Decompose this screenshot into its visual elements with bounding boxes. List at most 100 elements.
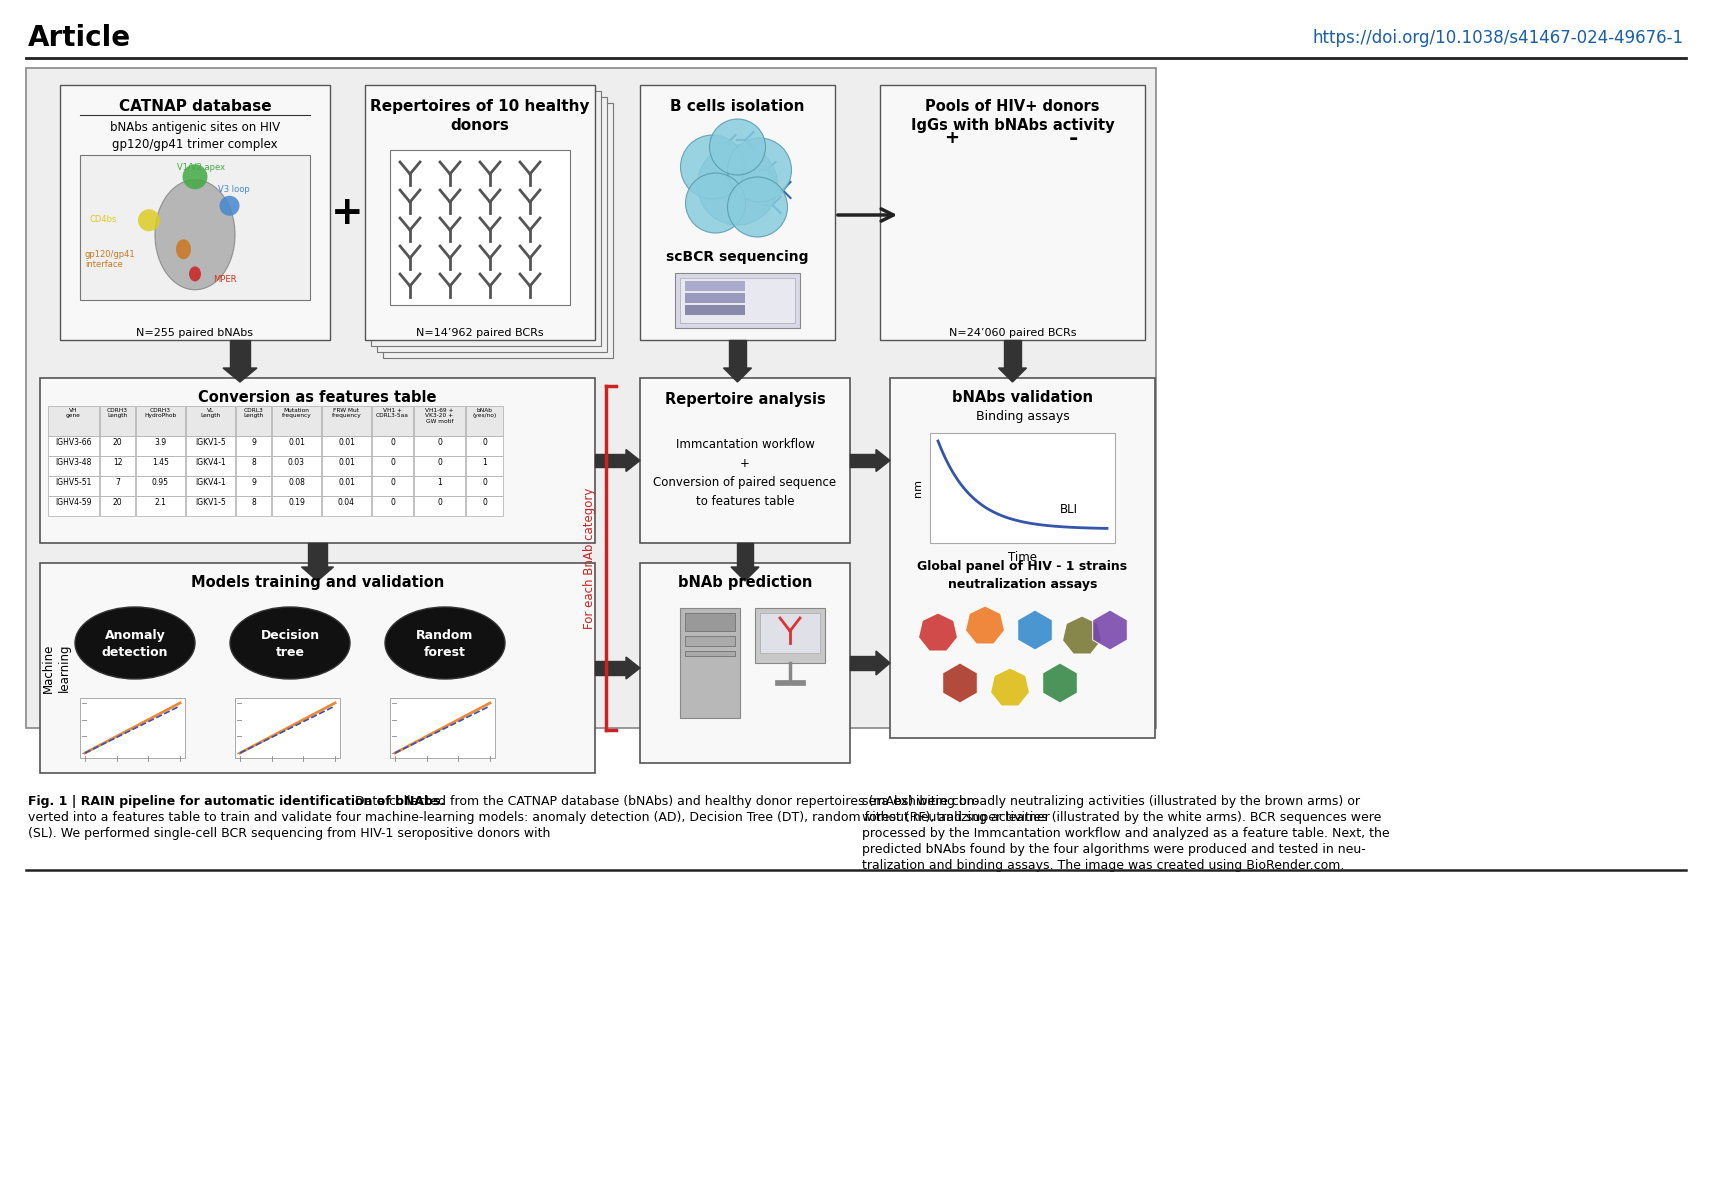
Bar — [99, 436, 135, 456]
Text: 9: 9 — [252, 478, 255, 487]
Bar — [414, 496, 466, 516]
Text: IGHV5-51: IGHV5-51 — [55, 478, 92, 487]
Text: VH1 +
CDRL3-5aa: VH1 + CDRL3-5aa — [377, 408, 409, 418]
Bar — [372, 91, 601, 346]
FancyBboxPatch shape — [907, 246, 943, 318]
Bar — [236, 456, 270, 476]
Bar — [390, 699, 495, 758]
Polygon shape — [731, 567, 758, 581]
Bar — [414, 476, 466, 496]
Text: Models training and validation: Models training and validation — [190, 575, 443, 590]
Text: Mutation
frequency: Mutation frequency — [282, 408, 312, 418]
Text: VH
gene: VH gene — [67, 408, 80, 418]
Bar — [135, 436, 185, 456]
Text: Anomaly
detection: Anomaly detection — [101, 629, 168, 659]
Bar — [322, 476, 372, 496]
Bar — [680, 609, 740, 718]
Bar — [675, 274, 800, 328]
Bar — [99, 406, 135, 436]
Bar — [229, 340, 250, 368]
Text: IGHV4-59: IGHV4-59 — [55, 498, 92, 507]
Text: 2.1: 2.1 — [154, 498, 166, 507]
Bar — [414, 456, 466, 476]
Text: MPER: MPER — [214, 275, 236, 284]
Bar — [99, 496, 135, 516]
Circle shape — [976, 300, 984, 310]
Text: 1: 1 — [437, 478, 442, 487]
Bar — [187, 406, 235, 436]
Bar — [372, 476, 413, 496]
Bar — [1079, 287, 1103, 295]
Text: 0.08: 0.08 — [288, 478, 305, 487]
Bar — [414, 436, 466, 456]
Bar — [1005, 340, 1020, 368]
Text: 3.9: 3.9 — [154, 438, 166, 448]
Bar — [372, 496, 413, 516]
Text: processed by the Immcantation workflow and analyzed as a feature table. Next, th: processed by the Immcantation workflow a… — [863, 826, 1390, 839]
Text: CDRL3
Length: CDRL3 Length — [243, 408, 264, 418]
Bar — [685, 305, 745, 315]
Text: 12: 12 — [113, 458, 122, 466]
Bar — [99, 456, 135, 476]
Bar — [967, 287, 991, 295]
Text: CDRH3
Length: CDRH3 Length — [106, 408, 128, 418]
Text: 0.01: 0.01 — [288, 438, 305, 448]
Bar — [466, 406, 503, 436]
Text: -: - — [1068, 129, 1079, 149]
Bar — [135, 496, 185, 516]
Text: V3 loop: V3 loop — [217, 185, 250, 194]
Text: IGKV1-5: IGKV1-5 — [195, 438, 226, 448]
Text: V1/V2 apex: V1/V2 apex — [176, 163, 224, 172]
Bar — [187, 456, 235, 476]
Bar — [466, 456, 503, 476]
Bar — [235, 699, 341, 758]
Bar — [48, 406, 99, 436]
Polygon shape — [627, 657, 640, 678]
Text: 20: 20 — [113, 498, 122, 507]
Bar — [640, 85, 835, 340]
Text: 0: 0 — [390, 438, 395, 448]
Bar — [272, 406, 320, 436]
Bar — [365, 85, 596, 340]
Bar — [48, 456, 99, 476]
Bar — [236, 436, 270, 456]
Circle shape — [919, 210, 930, 220]
Text: https://doi.org/10.1038/s41467-024-49676-1: https://doi.org/10.1038/s41467-024-49676… — [1313, 28, 1685, 47]
Text: FRW Mut
frequency: FRW Mut frequency — [332, 408, 361, 418]
Bar — [640, 564, 849, 762]
Text: 20: 20 — [113, 438, 122, 448]
Text: N=255 paired bNAbs: N=255 paired bNAbs — [137, 328, 253, 337]
Text: N=24’060 paired BCRs: N=24’060 paired BCRs — [948, 328, 1077, 337]
Text: 0: 0 — [483, 478, 486, 487]
Text: Time: Time — [1008, 551, 1037, 564]
Bar — [322, 456, 372, 476]
Bar — [272, 476, 320, 496]
Bar — [1079, 197, 1103, 205]
Bar — [760, 613, 820, 654]
Text: bNAb prediction: bNAb prediction — [678, 575, 811, 590]
Bar — [640, 378, 849, 543]
Text: 0.01: 0.01 — [337, 438, 354, 448]
Bar — [272, 456, 320, 476]
Polygon shape — [223, 368, 257, 382]
Text: 1: 1 — [483, 458, 486, 466]
Bar — [372, 436, 413, 456]
Text: IGKV4-1: IGKV4-1 — [195, 478, 226, 487]
Text: 0: 0 — [483, 438, 486, 448]
Bar — [596, 662, 627, 675]
Text: 0.03: 0.03 — [288, 458, 305, 466]
Text: Repertoire analysis: Repertoire analysis — [664, 392, 825, 407]
Bar — [322, 406, 372, 436]
Text: 0: 0 — [437, 438, 442, 448]
Text: 1.45: 1.45 — [152, 458, 169, 466]
Text: B cells isolation: B cells isolation — [671, 99, 805, 114]
Text: Global panel of HIV - 1 strains
neutralization assays: Global panel of HIV - 1 strains neutrali… — [918, 560, 1128, 591]
Bar — [383, 103, 613, 358]
Text: Article: Article — [27, 24, 132, 52]
Bar — [729, 340, 746, 368]
Polygon shape — [724, 368, 752, 382]
Ellipse shape — [139, 210, 159, 231]
Ellipse shape — [75, 607, 195, 678]
Bar — [135, 406, 185, 436]
Bar — [930, 433, 1115, 543]
